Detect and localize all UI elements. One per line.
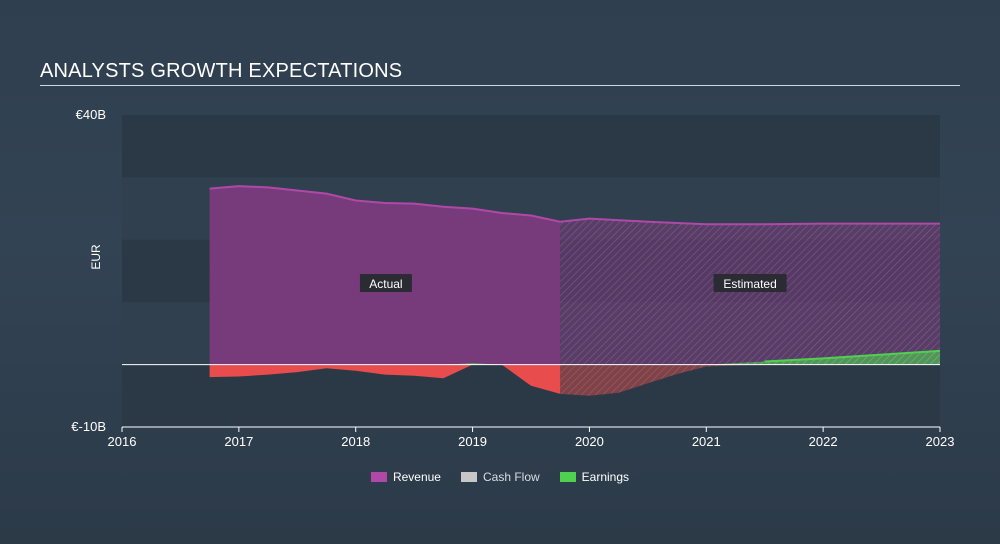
actual-label-text: Actual <box>369 277 402 291</box>
legend-label-revenue: Revenue <box>392 470 441 484</box>
x-tick-label: 2019 <box>458 434 487 449</box>
x-tick-label: 2021 <box>692 434 721 449</box>
x-tick-label: 2017 <box>224 434 253 449</box>
legend-swatch-cash-flow <box>460 472 477 482</box>
x-tick-label: 2020 <box>575 434 604 449</box>
y-tick-label-min: €-10B <box>71 419 106 434</box>
revenue-line <box>209 185 940 226</box>
actual-label-bg <box>359 274 412 292</box>
earnings-area-estimated-hatch <box>560 350 940 365</box>
legend-item-earnings[interactable]: Earnings <box>559 470 630 484</box>
legend-swatch-revenue <box>370 472 387 482</box>
earnings-loss-area-estimated-hatch <box>560 364 940 396</box>
legend-swatch-earnings <box>559 472 576 482</box>
legend-label-earnings: Earnings <box>581 470 630 484</box>
title-divider <box>40 85 960 86</box>
x-tick-label: 2022 <box>809 434 838 449</box>
y-axis-label: EUR <box>89 244 103 270</box>
legend-item-revenue[interactable]: Revenue <box>370 470 441 484</box>
estimated-label-text: Estimated <box>723 277 776 291</box>
chart-title: ANALYSTS GROWTH EXPECTATIONS <box>40 60 403 82</box>
y-tick-label-max: €40B <box>76 107 106 122</box>
x-tick-label: 2023 <box>926 434 955 449</box>
x-tick-label: 2016 <box>108 434 137 449</box>
chart-legend: Revenue Cash Flow Earnings <box>0 470 1000 484</box>
legend-label-cash-flow: Cash Flow <box>482 470 540 484</box>
earnings-loss-area-actual <box>209 364 561 394</box>
plot-band <box>122 115 940 178</box>
estimated-label: Estimated <box>713 274 787 292</box>
estimated-label-bg <box>713 274 787 292</box>
earnings-line <box>764 349 941 363</box>
x-tick-label: 2018 <box>341 434 370 449</box>
actual-label: Actual <box>359 274 412 292</box>
legend-item-cash-flow[interactable]: Cash Flow <box>460 470 540 484</box>
